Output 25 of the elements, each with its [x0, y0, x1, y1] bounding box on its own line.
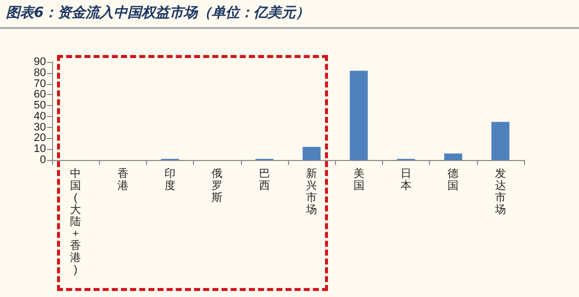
bar — [302, 146, 321, 160]
category-label: 中国(大陆+香港) — [70, 168, 82, 276]
y-tick-label: 30 — [34, 121, 46, 134]
y-tick-label: 90 — [34, 56, 46, 68]
chart-title: 图表6：资金流入中国权益市场（单位：亿美元） — [6, 4, 310, 22]
x-tick-label: 德国 — [448, 168, 459, 192]
y-tick-label: 20 — [34, 132, 46, 144]
y-tick-label: 10 — [34, 143, 46, 156]
y-tick-label: 80 — [34, 66, 46, 79]
y-tick-label: 50 — [34, 100, 46, 112]
x-tick-label: 巴西 — [258, 168, 270, 192]
bar — [350, 70, 368, 160]
x-tick-label: 香港 — [117, 167, 128, 192]
x-tick-label: 印度 — [164, 167, 176, 192]
y-tick-label: 70 — [34, 78, 46, 90]
x-tick-label: 俄罗斯 — [212, 168, 223, 204]
x-tick-label: 日本 — [400, 168, 412, 192]
bar — [491, 122, 510, 160]
bar — [444, 153, 462, 160]
y-tick-label: 0 — [40, 154, 46, 166]
y-tick-label: 60 — [34, 88, 46, 101]
x-tick-label: 发达市场 — [494, 168, 506, 216]
y-tick-label: 40 — [34, 110, 46, 122]
x-tick-label: 美国 — [353, 167, 364, 192]
x-tick-label: 新兴市场 — [305, 167, 318, 216]
